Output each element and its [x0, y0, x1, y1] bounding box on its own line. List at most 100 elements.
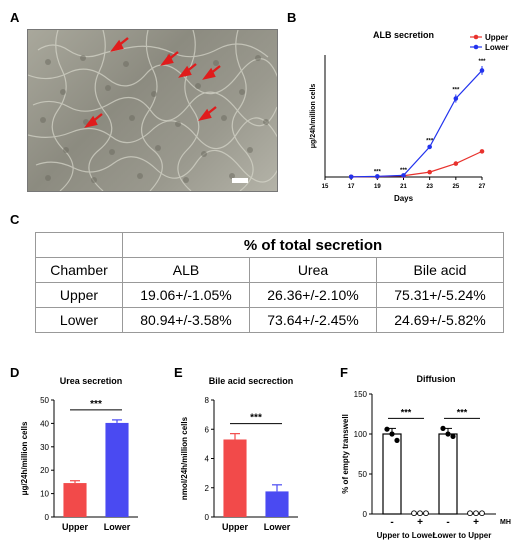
data-point: [375, 174, 380, 179]
x-tick-label: 19: [374, 184, 381, 190]
table-cell: 26.36+/-2.10%: [249, 282, 377, 308]
panel-label-e: E: [174, 365, 183, 380]
chart-title: Diffusion: [417, 374, 456, 384]
y-tick-label: 20: [40, 466, 49, 475]
arrow-icon: [84, 113, 103, 128]
panel-label-f: F: [340, 365, 348, 380]
legend-label: Upper: [485, 33, 508, 42]
x-tick-label: 27: [479, 184, 486, 190]
arrow-icon: [110, 37, 129, 52]
data-point: [473, 510, 479, 517]
urea-secretion-chart: Urea secretion 0 10 20 30 40 50 μg/24h/million …: [20, 376, 138, 532]
significance-marker: ***: [401, 407, 412, 417]
data-point: [427, 169, 432, 175]
data-point: [479, 149, 485, 154]
panel-label-c: C: [10, 212, 20, 227]
y-axis-label: μg/24h/million cells: [20, 421, 29, 495]
x-tick-label: Lower: [264, 522, 291, 532]
bar: [438, 433, 458, 515]
y-tick-label: 30: [40, 443, 49, 452]
arrow-icon: [202, 65, 221, 80]
y-axis-label: μg/24h/million cells: [310, 84, 317, 149]
data-point: [384, 426, 390, 432]
data-point: [389, 431, 395, 437]
mh-label: +: [473, 517, 479, 528]
arrow-icon: [198, 106, 217, 121]
micrograph-image: [27, 29, 278, 192]
scale-bar: [232, 178, 248, 183]
table-cell: 75.31+/-5.24%: [376, 282, 504, 308]
x-tick-label: 15: [322, 184, 329, 190]
data-point: [411, 510, 417, 517]
bar: [382, 433, 402, 515]
data-point: [453, 161, 459, 166]
legend-marker: [473, 44, 479, 50]
table-col-header: Urea: [249, 257, 377, 283]
data-point: [450, 433, 456, 439]
y-tick-label: 0: [205, 513, 210, 522]
bar-upper: [223, 439, 247, 517]
group-label: Lower to Upper: [433, 531, 492, 540]
y-tick-label: 6: [205, 425, 210, 434]
panel-label-d: D: [10, 365, 20, 380]
panel-label-a: A: [10, 10, 20, 25]
data-point: [479, 68, 485, 73]
mh-label: +: [417, 517, 423, 528]
y-tick-label: 0: [45, 513, 50, 522]
table-cell: 24.69+/-5.82%: [376, 307, 504, 333]
bar-lower: [105, 422, 129, 517]
table-cell: 80.94+/-3.58%: [122, 307, 250, 333]
significance-marker: ***: [426, 139, 434, 145]
y-tick-label: 2: [205, 484, 210, 493]
secretion-table: % of total secretion Chamber ALB Urea Bi…: [35, 232, 504, 333]
x-tick-label: 25: [452, 184, 459, 190]
data-point: [394, 437, 400, 443]
diffusion-chart: Diffusion 0 50 100 150 % of empty transwell - +…: [341, 374, 511, 540]
y-tick-label: 40: [40, 419, 49, 428]
x-tick-label: 23: [426, 184, 433, 190]
table-col-header: Chamber: [35, 257, 123, 283]
table-header-row: Chamber ALB Urea Bile acid: [35, 257, 504, 283]
arrow-icon: [178, 63, 197, 78]
y-tick-label: 8: [205, 396, 210, 405]
y-tick-label: 10: [40, 490, 49, 499]
data-point: [423, 510, 429, 517]
data-point: [427, 144, 432, 150]
panel-label-b: B: [287, 10, 297, 25]
significance-marker: ***: [250, 413, 262, 424]
chart-title: ALB secretion: [373, 30, 434, 40]
x-tick-label: Lower: [104, 522, 131, 532]
x-tick-label: Upper: [62, 522, 89, 532]
significance-marker: ***: [90, 399, 102, 410]
data-point: [453, 96, 459, 101]
data-point: [445, 431, 451, 437]
mh-label: -: [446, 517, 449, 528]
x-axis-label: Days: [394, 194, 414, 203]
significance-marker: ***: [478, 59, 486, 65]
arrow-icon: [160, 51, 179, 66]
table-row: Upper 19.06+/-1.05% 26.36+/-2.10% 75.31+…: [35, 282, 504, 308]
x-tick-label: Upper: [222, 522, 249, 532]
y-tick-label: 50: [358, 470, 367, 479]
legend-marker: [473, 34, 479, 40]
x-tick-label: 17: [348, 184, 355, 190]
table-corner-cell: [35, 232, 123, 258]
table-cell: Upper: [35, 282, 123, 308]
y-tick-label: 100: [354, 430, 368, 439]
data-point: [440, 425, 446, 431]
significance-marker: ***: [400, 168, 408, 174]
alb-secretion-chart: ALB secretion 15 17 19 21 23 25 27 Days μg/24h/mi…: [310, 30, 509, 203]
y-tick-label: 0: [363, 510, 368, 519]
table-col-header: Bile acid: [376, 257, 504, 283]
table-title: % of total secretion: [122, 232, 504, 258]
table-cell: 19.06+/-1.05%: [122, 282, 250, 308]
table-cell: Lower: [35, 307, 123, 333]
table-row: Lower 80.94+/-3.58% 73.64+/-2.45% 24.69+…: [35, 307, 504, 333]
y-axis-label: nmol/24h/million cells: [180, 416, 189, 500]
table-cell: 73.64+/-2.45%: [249, 307, 377, 333]
bar-upper: [63, 483, 87, 517]
data-point: [479, 510, 485, 517]
data-point: [401, 173, 406, 178]
x-tick-label: 21: [400, 184, 407, 190]
mh-label: -: [390, 517, 393, 528]
